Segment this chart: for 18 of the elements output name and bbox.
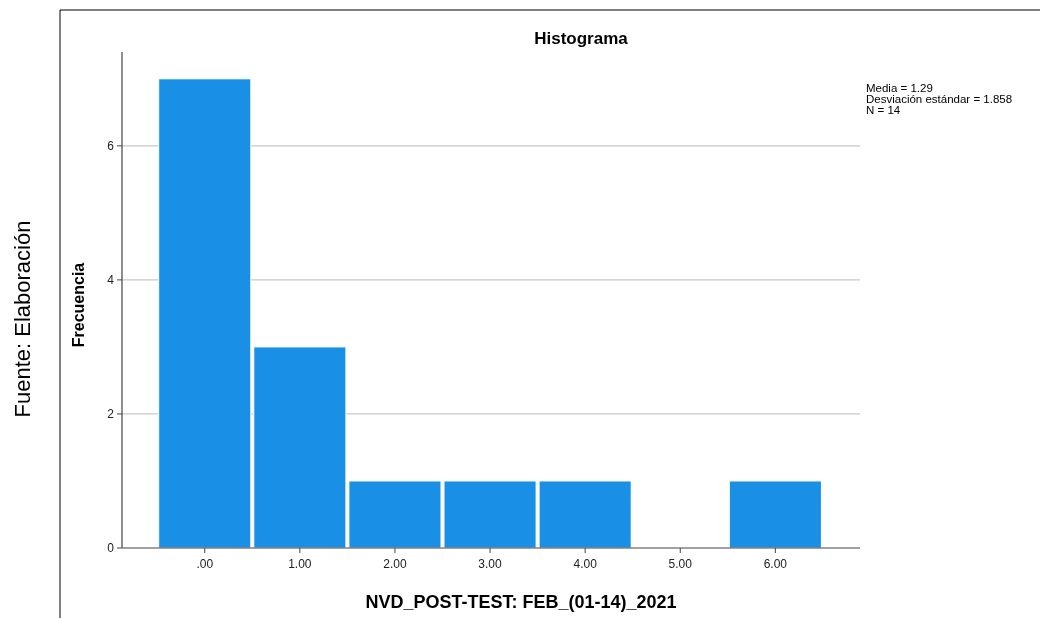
text: N = 14 <box>866 104 901 116</box>
y-tick-label: 6 <box>107 139 115 154</box>
chart-title: Histograma <box>534 29 629 48</box>
x-tick-label: 1.00 <box>288 557 312 571</box>
x-tick-label: 2.00 <box>383 557 407 571</box>
text: Desviación estándar = 1.858 <box>866 93 1013 105</box>
x-tick-label: 5.00 <box>668 557 693 571</box>
y-axis-title: Frecuencia <box>70 262 87 348</box>
x-tick-label: 6.00 <box>763 557 788 571</box>
x-tick-label: .00 <box>196 557 214 571</box>
y-tick-label: 0 <box>107 541 115 556</box>
x-tick-label: 3.00 <box>478 557 503 571</box>
source-note: Fuente: Elaboración <box>10 220 35 418</box>
y-tick-label: 2 <box>107 407 115 422</box>
x-tick-label: 4.00 <box>573 557 598 571</box>
text: Media = 1.29 <box>866 82 933 94</box>
x-axis-title: NVD_POST-TEST: FEB_(01-14)_2021 <box>365 592 677 612</box>
y-tick-label: 4 <box>107 273 115 288</box>
